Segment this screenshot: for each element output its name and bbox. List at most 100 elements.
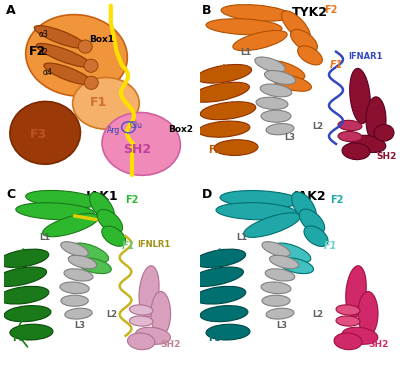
Ellipse shape [42, 213, 99, 237]
Ellipse shape [261, 110, 291, 122]
Ellipse shape [10, 101, 80, 164]
Ellipse shape [298, 46, 322, 65]
Ellipse shape [244, 213, 300, 237]
Ellipse shape [64, 269, 93, 281]
Ellipse shape [0, 286, 49, 304]
Ellipse shape [334, 333, 362, 350]
Ellipse shape [10, 324, 53, 340]
Ellipse shape [262, 295, 290, 306]
Text: F3: F3 [30, 128, 47, 141]
Ellipse shape [206, 19, 282, 35]
Ellipse shape [60, 282, 89, 294]
Ellipse shape [256, 97, 288, 110]
Ellipse shape [366, 97, 386, 143]
Ellipse shape [292, 192, 316, 221]
Ellipse shape [130, 316, 153, 326]
Ellipse shape [34, 25, 86, 48]
Ellipse shape [190, 82, 250, 102]
Ellipse shape [290, 30, 318, 52]
Ellipse shape [342, 143, 370, 160]
Ellipse shape [65, 308, 92, 319]
Ellipse shape [255, 57, 285, 72]
Ellipse shape [198, 121, 250, 137]
Text: F3: F3 [208, 145, 221, 155]
Ellipse shape [200, 102, 256, 120]
Text: TYK2: TYK2 [292, 6, 328, 18]
Ellipse shape [261, 282, 291, 294]
Ellipse shape [84, 59, 98, 72]
Text: F1: F1 [324, 241, 337, 251]
Ellipse shape [350, 68, 370, 124]
Text: α2: α2 [38, 48, 48, 57]
Ellipse shape [73, 77, 139, 129]
Ellipse shape [136, 327, 170, 344]
Text: IFNLR1: IFNLR1 [137, 240, 170, 249]
Ellipse shape [0, 249, 49, 268]
Text: L3: L3 [284, 133, 295, 142]
Text: JAK2: JAK2 [294, 190, 326, 203]
Ellipse shape [68, 255, 97, 269]
Ellipse shape [78, 40, 92, 53]
Ellipse shape [102, 226, 126, 246]
Ellipse shape [194, 286, 246, 304]
Ellipse shape [358, 292, 378, 336]
Ellipse shape [338, 120, 362, 131]
Ellipse shape [90, 192, 114, 221]
Ellipse shape [194, 249, 246, 268]
Ellipse shape [263, 60, 305, 80]
Ellipse shape [0, 267, 46, 286]
Ellipse shape [200, 306, 248, 322]
Ellipse shape [272, 75, 312, 91]
Ellipse shape [61, 295, 88, 306]
Text: B: B [202, 4, 212, 17]
Text: L2: L2 [312, 122, 323, 131]
Ellipse shape [102, 113, 180, 175]
Ellipse shape [36, 44, 91, 67]
Ellipse shape [266, 124, 294, 135]
Text: L3: L3 [276, 321, 287, 330]
Ellipse shape [61, 242, 88, 256]
Ellipse shape [188, 267, 244, 286]
Ellipse shape [304, 226, 328, 246]
Ellipse shape [128, 333, 155, 350]
Text: F3: F3 [12, 333, 25, 343]
Text: F1: F1 [330, 60, 343, 70]
Ellipse shape [4, 306, 51, 322]
Text: F2: F2 [330, 195, 343, 205]
Ellipse shape [270, 255, 298, 269]
Text: Glu: Glu [130, 121, 143, 130]
Text: L2: L2 [312, 310, 323, 319]
Text: L1: L1 [240, 48, 251, 57]
Ellipse shape [214, 140, 258, 155]
Ellipse shape [278, 258, 314, 274]
Ellipse shape [16, 203, 94, 220]
Text: F1: F1 [122, 241, 135, 251]
Ellipse shape [266, 308, 294, 319]
Ellipse shape [233, 31, 287, 51]
Text: JAK1: JAK1 [86, 190, 118, 203]
Ellipse shape [151, 292, 171, 336]
Ellipse shape [336, 316, 360, 326]
Text: F3: F3 [208, 333, 221, 343]
Ellipse shape [342, 327, 378, 344]
Text: Box1: Box1 [90, 35, 114, 44]
Text: F2: F2 [324, 5, 337, 15]
Ellipse shape [346, 266, 366, 317]
Text: SH2: SH2 [123, 143, 151, 156]
Ellipse shape [260, 84, 292, 97]
Ellipse shape [44, 63, 92, 85]
Text: D: D [202, 188, 212, 201]
Ellipse shape [72, 243, 109, 262]
Text: A: A [6, 4, 16, 17]
Ellipse shape [221, 4, 291, 21]
Ellipse shape [374, 124, 394, 141]
Ellipse shape [26, 190, 100, 208]
Ellipse shape [265, 269, 295, 281]
Ellipse shape [262, 242, 290, 256]
Text: L3: L3 [74, 321, 86, 330]
Ellipse shape [350, 135, 386, 152]
Ellipse shape [264, 70, 296, 85]
Ellipse shape [139, 266, 159, 317]
Ellipse shape [299, 209, 325, 234]
Text: IFNAR1: IFNAR1 [348, 52, 382, 61]
